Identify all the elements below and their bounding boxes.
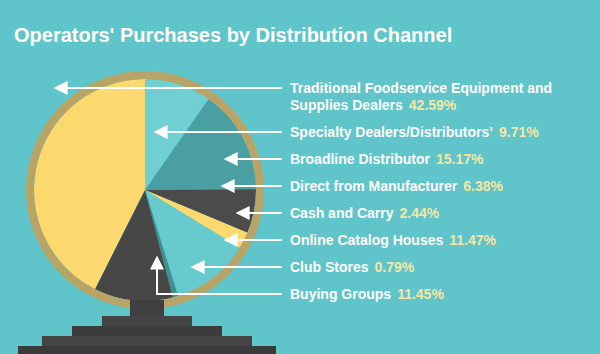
stand-step <box>72 326 222 336</box>
label-line: Buying Groups <box>290 286 391 302</box>
label-line: Cash and Carry <box>290 205 394 221</box>
pointer-arrow <box>237 212 282 214</box>
value-label: 11.45% <box>397 286 444 302</box>
category-label: Online Catalog Houses <box>290 232 443 248</box>
pointer-arrow <box>192 266 282 268</box>
stand-step <box>42 336 252 346</box>
chart: Operators' Purchases by Distribution Cha… <box>0 0 600 354</box>
stand-step <box>18 346 276 354</box>
pointer-arrow <box>155 131 282 133</box>
value-label: 15.17% <box>436 151 484 167</box>
pointer-arrow <box>225 158 282 160</box>
category-label: Broadline Distributor <box>290 151 431 167</box>
value-label: 6.38% <box>463 178 503 194</box>
ring <box>30 75 260 305</box>
slice <box>145 99 256 190</box>
slice <box>95 190 173 301</box>
pointer-arrow <box>157 257 282 294</box>
stand-step <box>102 316 192 326</box>
label-line: Online Catalog Houses <box>290 232 443 248</box>
category-label: Direct from Manufacturer <box>290 178 458 194</box>
value-label: 2.44% <box>399 205 439 221</box>
category-label: Specialty Dealers/Distributors’ <box>290 124 493 140</box>
label-line: Supplies Dealers <box>290 97 403 113</box>
label-line: Traditional Foodservice Equipment and <box>290 80 552 96</box>
stand <box>18 300 276 354</box>
category-label: Club Stores <box>290 259 369 275</box>
stand-step <box>130 300 164 318</box>
background <box>0 0 600 354</box>
label-line: Broadline Distributor <box>290 151 431 167</box>
value-label: 11.47% <box>449 232 496 248</box>
label-line: Specialty Dealers/Distributors’ <box>290 124 493 140</box>
value-label: 42.59% <box>409 97 457 113</box>
label-line: Direct from Manufacturer <box>290 178 458 194</box>
arrows <box>55 88 282 294</box>
title: Operators' Purchases by Distribution Cha… <box>14 24 452 46</box>
category-label: Buying Groups <box>290 286 391 302</box>
category-label: Traditional Foodservice Equipment andSup… <box>290 80 552 113</box>
labels: Traditional Foodservice Equipment andSup… <box>290 80 552 302</box>
label-line: Club Stores <box>290 259 369 275</box>
category-label: Cash and Carry <box>290 205 394 221</box>
pointer-arrow <box>225 239 282 241</box>
pointer-arrow <box>55 87 282 89</box>
value-label: 9.71% <box>499 124 539 140</box>
value-label: 0.79% <box>375 259 415 275</box>
pointer-arrow <box>222 185 282 187</box>
